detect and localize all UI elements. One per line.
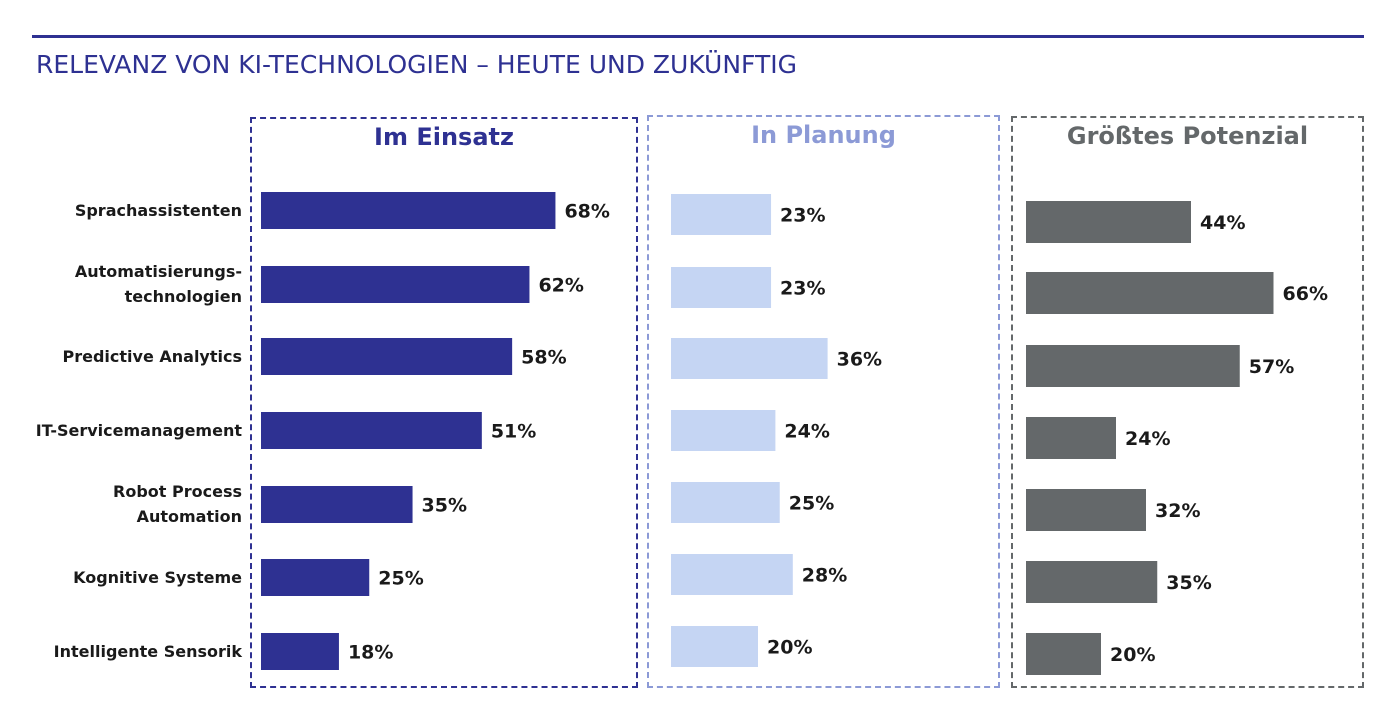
panel-groesstes-potenzial: Größtes Potenzial: [1011, 116, 1364, 688]
bar: [1026, 633, 1101, 675]
bar-value-label: 32%: [1155, 500, 1200, 522]
bar: [671, 194, 772, 235]
panel-im-einsatz: Im Einsatz: [250, 117, 638, 688]
bar-value-label: 35%: [422, 495, 467, 517]
bar: [1026, 561, 1158, 603]
bar-value-label: 20%: [1110, 644, 1155, 666]
bar-value-label: 35%: [1166, 572, 1211, 594]
bar: [671, 267, 772, 308]
category-label-line: Automatisierungs-: [74, 262, 242, 281]
bar-value-label: 20%: [767, 637, 812, 659]
bar: [261, 192, 556, 229]
bar-value-label: 25%: [378, 568, 423, 590]
bar: [261, 633, 339, 670]
bar: [671, 482, 780, 523]
bar: [261, 486, 413, 523]
bar-value-label: 57%: [1249, 356, 1294, 378]
bar: [1026, 201, 1191, 243]
category-label: IT-Servicemanagement: [36, 418, 242, 443]
bar: [671, 410, 776, 451]
category-label-line: Robot Process: [113, 482, 242, 501]
category-label-line: Intelligente Sensorik: [53, 641, 242, 661]
category-label-line: Automation: [136, 507, 242, 526]
bar: [1026, 345, 1240, 387]
bar-value-label: 62%: [538, 275, 583, 297]
bar: [261, 559, 370, 596]
chart-title: RELEVANZ VON KI-TECHNOLOGIEN – HEUTE UND…: [36, 50, 798, 79]
bar: [1026, 272, 1274, 314]
bar: [1026, 417, 1116, 459]
panel-title-groesstes-potenzial: Größtes Potenzial: [1066, 122, 1309, 150]
category-label: Intelligente Sensorik: [54, 639, 242, 664]
category-label-line: Kognitive Systeme: [73, 567, 242, 587]
panel-in-planung: In Planung: [647, 115, 1000, 688]
bar-value-label: 18%: [348, 642, 393, 664]
category-label: Kognitive Systeme: [73, 565, 242, 590]
bar-value-label: 23%: [780, 205, 825, 227]
bar-value-label: 51%: [491, 421, 536, 443]
category-label-line: IT-Servicemanagement: [35, 420, 242, 440]
panel-title-in-planung: In Planung: [751, 121, 896, 149]
category-label-line: technologien: [124, 287, 242, 306]
title-rule: [32, 35, 1364, 38]
bar-value-label: 24%: [784, 421, 829, 443]
category-label-line: Sprachassistenten: [74, 200, 242, 220]
panel-title-im-einsatz: Im Einsatz: [374, 123, 514, 151]
category-label: Robot Process Automation: [113, 479, 242, 529]
bar-value-label: 68%: [564, 201, 609, 223]
bar-value-label: 36%: [837, 349, 882, 371]
category-label: Sprachassistenten: [75, 198, 242, 223]
bar-value-label: 66%: [1283, 283, 1328, 305]
bar-value-label: 24%: [1125, 428, 1170, 450]
bar: [1026, 489, 1146, 531]
bar-value-label: 25%: [789, 493, 834, 515]
bar-value-label: 23%: [780, 278, 825, 300]
category-label: Predictive Analytics: [63, 344, 243, 369]
bar: [671, 338, 828, 379]
bar: [671, 554, 793, 595]
bar: [261, 412, 482, 449]
bar: [261, 266, 530, 303]
bar: [671, 626, 758, 667]
bar: [261, 338, 513, 375]
category-label: Automatisierungs-technologien: [75, 259, 242, 309]
bar-value-label: 28%: [802, 565, 847, 587]
bar-value-label: 44%: [1200, 212, 1245, 234]
bar-value-label: 58%: [521, 347, 566, 369]
category-label-line: Predictive Analytics: [62, 346, 243, 366]
